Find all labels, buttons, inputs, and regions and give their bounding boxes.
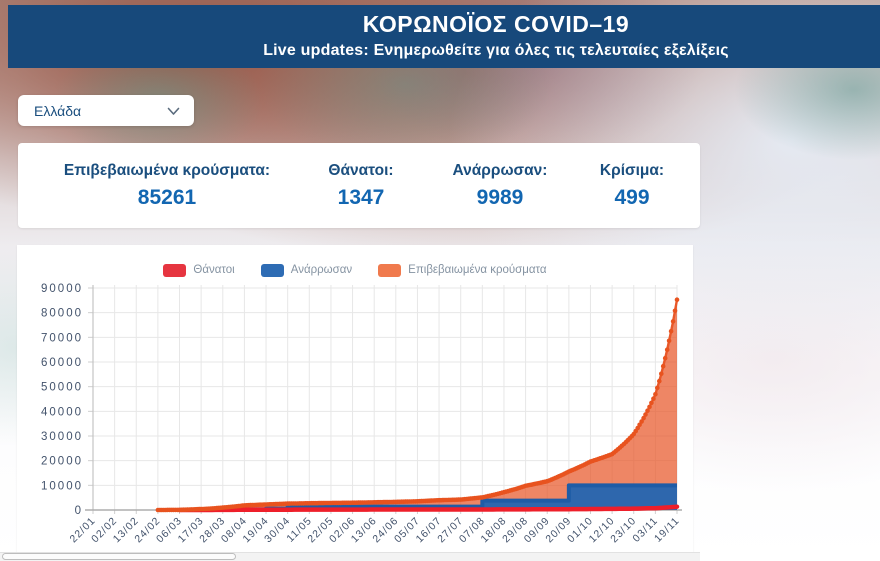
svg-text:19/11: 19/11 bbox=[652, 515, 682, 545]
stat-label: Επιβεβαιωμένα κρούσματα: bbox=[63, 161, 271, 179]
chart-card: Θάνατοι Ανάρρωσαν Επιβεβαιωμένα κρούσματα … bbox=[17, 245, 693, 553]
legend-swatch-icon bbox=[260, 263, 284, 277]
horizontal-scrollbar-thumb[interactable] bbox=[2, 553, 236, 560]
svg-text:90000: 90000 bbox=[41, 283, 83, 295]
stat-value: 1347 bbox=[337, 185, 385, 209]
svg-text:20000: 20000 bbox=[41, 456, 83, 468]
legend-label: Ανάρρωσαν bbox=[290, 264, 353, 276]
country-dropdown-value: Ελλάδα bbox=[34, 102, 82, 119]
country-dropdown[interactable]: Ελλάδα bbox=[18, 95, 194, 126]
legend-label: Θάνατοι bbox=[193, 264, 235, 276]
header-inner: ΚΟΡΩΝΟΪΟΣ COVID–19 Live updates: Ενημερω… bbox=[8, 11, 880, 60]
stat-item: Ανάρρωσαν: 9989 bbox=[436, 162, 564, 210]
chevron-down-icon bbox=[167, 103, 180, 119]
chart-legend: Θάνατοι Ανάρρωσαν Επιβεβαιωμένα κρούσματα bbox=[17, 245, 693, 281]
stat-label: Ανάρρωσαν: bbox=[452, 161, 548, 179]
legend-item[interactable]: Θάνατοι bbox=[163, 263, 235, 277]
page-subtitle: Live updates: Ενημερωθείτε για όλες τις … bbox=[263, 42, 729, 59]
legend-swatch-icon bbox=[378, 263, 402, 277]
page-title: ΚΟΡΩΝΟΪΟΣ COVID–19 bbox=[362, 11, 630, 37]
svg-text:10000: 10000 bbox=[41, 480, 83, 492]
svg-text:0: 0 bbox=[75, 505, 83, 517]
svg-text:60000: 60000 bbox=[41, 357, 83, 369]
legend-label: Επιβεβαιωμένα κρούσματα bbox=[408, 264, 547, 276]
legend-item[interactable]: Ανάρρωσαν bbox=[260, 263, 353, 277]
stat-item: Θάνατοι: 1347 bbox=[286, 162, 436, 210]
stats-bar: Επιβεβαιωμένα κρούσματα: 85261 Θάνατοι: 134… bbox=[18, 143, 700, 228]
stat-value: 9989 bbox=[476, 185, 524, 209]
stat-item: Κρίσιμα: 499 bbox=[564, 162, 700, 210]
covid-trend-chart: 0 10000 20000 30000 40000 50000 60000 70000 8000… bbox=[41, 283, 682, 545]
svg-text:30000: 30000 bbox=[41, 431, 83, 443]
svg-text:70000: 70000 bbox=[41, 332, 83, 344]
legend-swatch-icon bbox=[163, 263, 187, 277]
stat-value: 85261 bbox=[137, 185, 197, 209]
horizontal-scrollbar-track[interactable] bbox=[0, 552, 700, 561]
stat-value: 499 bbox=[614, 185, 650, 209]
stat-label: Κρίσιμα: bbox=[599, 161, 665, 179]
svg-text:80000: 80000 bbox=[41, 308, 83, 320]
legend-item[interactable]: Επιβεβαιωμένα κρούσματα bbox=[378, 263, 547, 277]
header-banner: ΚΟΡΩΝΟΪΟΣ COVID–19 Live updates: Ενημερω… bbox=[8, 5, 880, 68]
stat-label: Θάνατοι: bbox=[328, 161, 394, 179]
svg-text:50000: 50000 bbox=[41, 382, 83, 394]
svg-text:40000: 40000 bbox=[41, 406, 83, 418]
stat-item: Επιβεβαιωμένα κρούσματα: 85261 bbox=[48, 162, 286, 210]
